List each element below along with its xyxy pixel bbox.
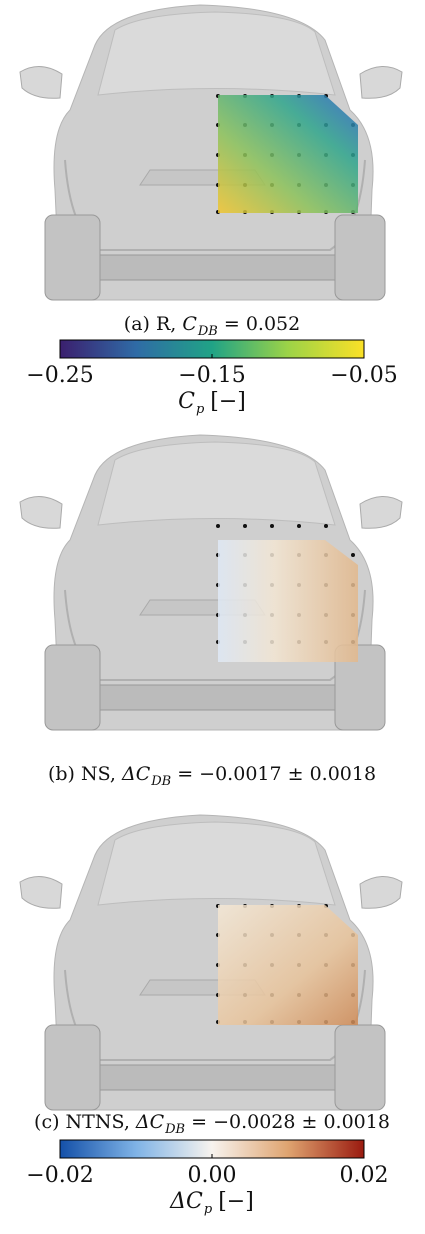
colorbar-axis: −0.02 0.00 0.02 ΔCp [−]	[26, 1154, 388, 1217]
subscript: p	[204, 1202, 213, 1217]
subscript: DB	[150, 774, 171, 789]
caption: (c) NTNS, ΔCDB = −0.0028 ± 0.0018	[34, 1111, 390, 1137]
subscript: DB	[197, 324, 218, 339]
tick-label: 0.02	[340, 1163, 389, 1188]
pressure-map	[218, 95, 358, 213]
suffix: = −0.0028 ± 0.0018	[191, 1111, 390, 1133]
prefix: (c) NTNS,	[34, 1111, 130, 1133]
pressure-map	[218, 540, 358, 662]
symbol: ΔC	[169, 1189, 203, 1214]
symbol: ΔC	[121, 763, 151, 785]
subscript: DB	[164, 1122, 185, 1137]
tick-label: 0.00	[188, 1163, 237, 1188]
symbol: C	[178, 389, 195, 414]
suffix: = −0.0017 ± 0.0018	[177, 763, 376, 785]
caption: (a) R, CDB = 0.052	[124, 313, 300, 339]
tick-label: −0.25	[26, 363, 93, 388]
prefix: (a) R,	[124, 313, 177, 335]
prefix: (b) NS,	[48, 763, 116, 785]
tick-label: −0.02	[26, 1163, 93, 1188]
symbol: C	[182, 313, 197, 335]
panel-b	[19, 434, 403, 731]
tick-label: −0.15	[178, 363, 245, 388]
pressure-map	[218, 905, 358, 1025]
caption: (b) NS, ΔCDB = −0.0017 ± 0.0018	[48, 763, 376, 789]
unit: [−]	[210, 389, 246, 414]
colorbar-axis: −0.25 −0.15 −0.05 Cp [−]	[26, 354, 398, 417]
colorbar-label: ΔCp [−]	[169, 1189, 254, 1217]
panel-c	[19, 814, 403, 1111]
suffix: = 0.052	[224, 313, 300, 335]
tick-label: −0.05	[330, 363, 397, 388]
panel-a	[19, 4, 403, 301]
unit: [−]	[218, 1189, 254, 1214]
symbol: ΔC	[135, 1111, 165, 1133]
subscript: p	[196, 402, 205, 417]
colorbar-label: Cp [−]	[178, 389, 246, 417]
